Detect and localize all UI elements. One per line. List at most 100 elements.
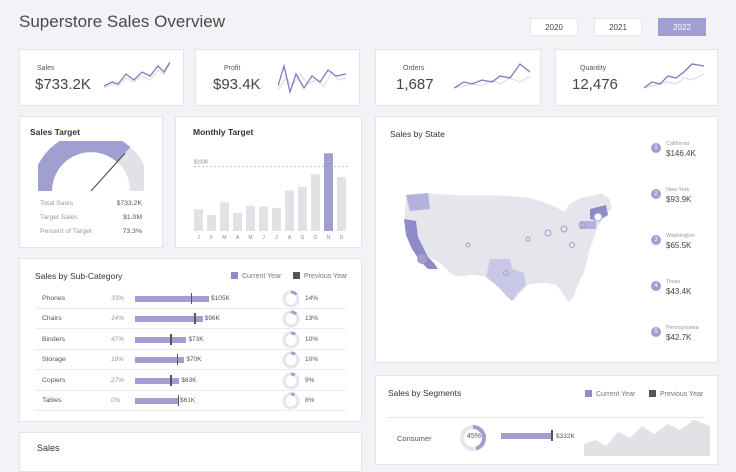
kpi-quantity-card[interactable]: Quantity 12,476 <box>555 49 718 106</box>
state-sales-value[interactable]: $146.4K <box>666 149 696 158</box>
subcategory-share-donut <box>282 372 300 390</box>
state-sales-value[interactable]: $43.4K <box>666 287 692 296</box>
kpi-orders-value: 1,687 <box>396 76 434 93</box>
state-rank-badge: 4 <box>651 281 661 291</box>
previous-year-marker <box>170 374 172 386</box>
sales-target-title: Sales Target <box>30 127 80 137</box>
california-bubble[interactable] <box>417 254 427 264</box>
us-map-body <box>403 192 613 304</box>
kpi-quantity-sparkline <box>644 63 704 89</box>
monthly-bar[interactable] <box>233 212 242 231</box>
legend-previous-year[interactable]: Previous Year <box>293 272 347 280</box>
segment-consumer-label: Consumer <box>397 434 432 443</box>
year-2022-button[interactable]: 2022 <box>658 18 706 36</box>
washington-shape[interactable] <box>406 193 430 211</box>
year-2021-button[interactable]: 2021 <box>594 18 642 36</box>
table-row[interactable] <box>35 309 346 330</box>
subcategory-value: $70K <box>186 356 202 364</box>
subcategory-growth: 19% <box>111 356 125 364</box>
sales-by-state-card: Sales by State 1 California $146.4K 2 New Yo… <box>375 116 718 363</box>
kpi-orders-card[interactable]: Orders 1,687 <box>375 49 541 106</box>
kpi-sales-label: Sales <box>37 65 55 72</box>
state-bubble[interactable] <box>465 242 471 248</box>
new-york-bubble[interactable] <box>593 212 603 222</box>
state-name: California <box>666 141 690 147</box>
state-sales-value[interactable]: $93.9K <box>666 195 692 204</box>
subcategory-value: $61K <box>179 397 196 404</box>
monthly-bar[interactable] <box>298 186 307 231</box>
kpi-sales-card[interactable]: Sales $733.2K <box>19 49 184 106</box>
subcategory-growth: 47% <box>111 335 125 343</box>
monthly-bar[interactable] <box>220 202 229 231</box>
month-tick-label: F <box>210 235 213 241</box>
page-title: Superstore Sales Overview <box>19 12 225 31</box>
kpi-profit-card[interactable]: Profit $93.4K <box>195 49 360 106</box>
previous-year-marker <box>194 313 196 325</box>
sub-category-card: Sales by Sub-Category Current Year Previ… <box>19 258 362 422</box>
subcategory-bar[interactable] <box>135 377 180 384</box>
segment-consumer-bar[interactable] <box>501 433 553 439</box>
segment-consumer-share: 45% <box>467 433 482 440</box>
state-bubble[interactable] <box>503 270 509 276</box>
state-name: Texas <box>666 279 681 285</box>
table-row[interactable] <box>35 289 346 309</box>
state-bubble[interactable] <box>544 229 552 237</box>
year-2020-button[interactable]: 2020 <box>530 18 578 36</box>
state-sales-value[interactable]: $65.5K <box>666 241 692 250</box>
segment-consumer-prev-marker <box>551 430 553 441</box>
percent-target-label: Percent of Target <box>40 228 92 235</box>
table-row[interactable] <box>35 350 346 371</box>
subcategory-bar[interactable] <box>135 336 187 343</box>
sales-by-state-title: Sales by State <box>390 129 445 139</box>
subcategory-share-donut <box>282 290 300 308</box>
monthly-bar[interactable] <box>207 214 216 231</box>
total-sales-value: $733.2K <box>116 200 142 207</box>
subcategory-value: $73K <box>188 335 204 343</box>
month-tick-label: O <box>314 235 318 241</box>
table-row[interactable] <box>35 371 346 391</box>
month-tick-label: J <box>262 235 265 241</box>
state-bubble[interactable] <box>525 236 531 242</box>
sales-target-gauge <box>38 141 144 192</box>
monthly-bar[interactable] <box>194 209 203 231</box>
subcategory-share: 8% <box>305 397 315 404</box>
segments-legend-previous[interactable]: Previous Year <box>649 390 703 398</box>
table-row[interactable] <box>35 391 346 411</box>
state-bubble[interactable] <box>578 221 586 229</box>
monthly-bar[interactable] <box>259 206 268 232</box>
texas-shape[interactable] <box>486 259 526 301</box>
monthly-bar[interactable] <box>337 177 346 231</box>
subcategory-share: 10% <box>305 335 319 343</box>
monthly-bar[interactable] <box>272 207 281 231</box>
monthly-bar[interactable] <box>285 190 294 231</box>
sales-bottom-title: Sales <box>37 443 60 453</box>
subcategory-bar[interactable] <box>135 296 209 302</box>
subcategory-share-donut <box>282 351 300 369</box>
subcategory-bar[interactable] <box>135 316 203 323</box>
subcategory-bar[interactable] <box>135 357 185 364</box>
subcategory-bar[interactable] <box>135 398 178 404</box>
segments-legend-current[interactable]: Current Year <box>585 390 635 398</box>
monthly-bar[interactable] <box>324 153 333 231</box>
california-shape[interactable] <box>404 219 438 269</box>
sub-category-title: Sales by Sub-Category <box>35 271 123 281</box>
subcategory-growth: 33% <box>111 295 125 302</box>
month-tick-label: A <box>236 235 240 241</box>
legend-current-year[interactable]: Current Year <box>231 272 281 280</box>
table-row[interactable] <box>35 330 346 350</box>
state-name: Washington <box>666 233 695 239</box>
subcategory-value: $96K <box>204 315 220 323</box>
state-rank-badge: 2 <box>651 189 661 199</box>
state-sales-value[interactable]: $42.7K <box>666 333 692 342</box>
monthly-bar[interactable] <box>311 174 320 231</box>
monthly-bar[interactable] <box>246 205 255 231</box>
total-sales-label: Total Sales <box>40 200 74 207</box>
state-bubble[interactable] <box>560 225 568 233</box>
subcategory-value: $63K <box>181 376 197 384</box>
previous-year-marker <box>177 395 180 406</box>
subcategory-name: Storage <box>42 356 66 364</box>
sales-bottom-card: Sales <box>19 432 362 472</box>
subcategory-share: 9% <box>305 376 315 384</box>
subcategory-growth: 27% <box>111 376 125 384</box>
state-bubble[interactable] <box>569 242 575 248</box>
